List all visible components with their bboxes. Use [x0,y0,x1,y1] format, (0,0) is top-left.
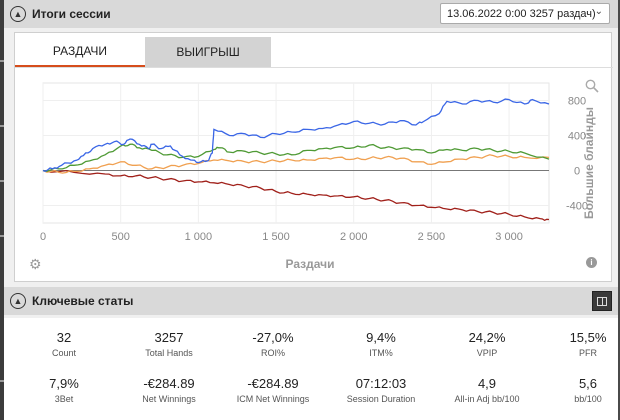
x-tick-label: 1 500 [262,231,290,243]
session-summary-window: ▲ Итоги сессии 13.06.2022 0:00 3257 разд… [4,0,618,420]
stat-label: ROI% [260,348,285,358]
stat-total-hands: 3257 Total Hands [119,330,219,358]
tab-hands[interactable]: РАЗДАЧИ [15,37,145,67]
x-axis-title: Раздачи [286,257,335,271]
stat-label: ITM% [369,348,393,358]
series-line-0 [42,98,550,173]
columns-icon [597,296,607,306]
series-line-2 [42,154,550,174]
stat-itm: 9,4% ITM% [331,330,431,358]
stat-value: 32 [56,330,72,345]
x-tick-label: 2 500 [418,231,446,243]
collapse-chevron-up-icon[interactable]: ▲ [10,293,26,309]
stat-label: VPIP [476,348,498,358]
stat-bb-100: 5,6 bb/100 [538,376,620,404]
session-title: Итоги сессии [32,7,111,21]
y-tick-label: -400 [566,201,588,213]
stat-value: 15,5% [569,330,607,345]
left-dock-bar [0,0,4,420]
dock-tick [0,380,4,382]
y-tick-label: 0 [574,166,580,178]
stat-value: 24,2% [468,330,506,345]
stat-session-duration: 07:12:03 Session Duration [331,376,431,404]
dock-tick [0,180,4,182]
dock-tick [0,60,4,62]
chevron-down-icon: ⌄ [594,6,603,17]
stat-pfr: 15,5% PFR [538,330,620,358]
stat-label: 3Bet [54,394,74,404]
plot-area [42,82,550,224]
stat-label: Count [51,348,77,358]
stat-label: Session Duration [346,394,416,404]
keystats-title: Ключевые статы [32,294,134,308]
stat-label: PFR [579,348,597,358]
x-tick-label: 3 000 [495,231,523,243]
session-select[interactable]: 13.06.2022 0:00 3257 раздач) ⌄ [440,3,610,24]
stat-value: 07:12:03 [355,376,407,391]
x-tick-label: 1 000 [185,231,213,243]
stat-label: ICM Net Winnings [236,394,310,404]
stat-icm-net-winnings: -€284.89 ICM Net Winnings [223,376,323,404]
info-icon[interactable]: i [586,257,597,268]
stat-value: -€284.89 [143,376,195,391]
zoom-icon[interactable] [585,79,599,93]
stat-value: -27,0% [252,330,294,345]
y-axis-title: Большие блайнды [582,107,596,219]
stat-net-winnings: -€284.89 Net Winnings [119,376,219,404]
stat-count: 32 Count [14,330,114,358]
session-select-value: 13.06.2022 0:00 3257 раздач) [447,7,596,20]
series-line-1 [42,143,550,172]
stat-value: 9,4% [366,330,396,345]
x-tick-label: 2 000 [340,231,368,243]
tab-winnings[interactable]: ВЫИГРЫШ [145,37,271,67]
stat-all-in-adj-bb-100: 4,9 All-in Adj bb/100 [437,376,537,404]
stat-label: Net Winnings [142,394,196,404]
x-tick-label: 0 [40,231,46,243]
stat-label: Total Hands [145,348,193,358]
x-tick-label: 500 [111,231,129,243]
stat-value: 4,9 [477,376,497,391]
keystats-header: ▲ Ключевые статы [4,287,618,315]
graph-panel: РАЗДАЧИ ВЫИГРЫШ 0 500 1 000 1 500 2 000 2 500… [14,32,613,283]
dock-tick [0,125,4,127]
stat-label: bb/100 [574,394,602,404]
gear-icon[interactable]: ⚙ [29,256,42,272]
stat-roi: -27,0% ROI% [223,330,323,358]
session-header: ▲ Итоги сессии 13.06.2022 0:00 3257 разд… [4,0,618,28]
layout-toggle-button[interactable] [592,291,612,311]
collapse-chevron-up-icon[interactable]: ▲ [10,6,26,22]
stat-value: 3257 [154,330,184,345]
stat-value: 5,6 [578,376,598,391]
stat-value: -€284.89 [247,376,299,391]
y-tick-label: 800 [568,96,586,108]
graph-tabs: РАЗДАЧИ ВЫИГРЫШ [15,37,271,67]
series-line-3 [42,169,550,222]
keystats-grid: 32 Count 3257 Total Hands -27,0% ROI% 9,4% ITM%… [4,318,618,420]
stat-vpip: 24,2% VPIP [437,330,537,358]
stat-3bet: 7,9% 3Bet [14,376,114,404]
y-tick-label: 400 [568,131,586,143]
tabs-divider [15,67,613,68]
results-graph[interactable]: 0 500 1 000 1 500 2 000 2 500 3 000 800 400 0 -400… [15,73,613,283]
dock-tick [0,235,4,237]
stat-label: All-in Adj bb/100 [454,394,520,404]
stat-value: 7,9% [49,376,79,391]
